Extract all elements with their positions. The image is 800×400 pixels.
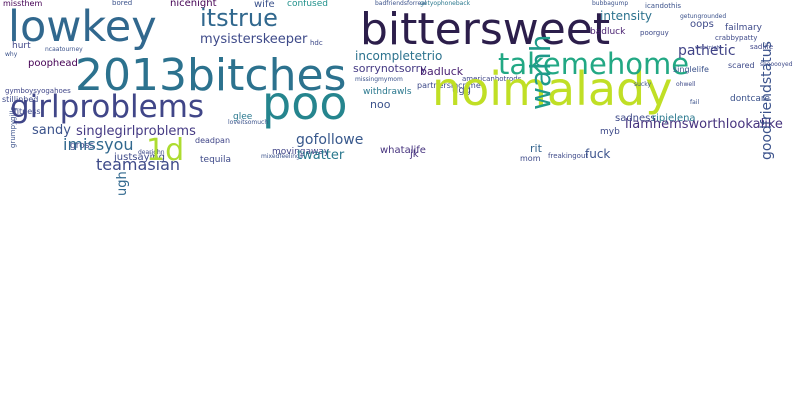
- cloud-word: hurt: [12, 41, 31, 51]
- cloud-word: failmary: [725, 23, 762, 33]
- cloud-word: crabbypatty: [715, 34, 758, 42]
- cloud-word: mom: [520, 154, 541, 163]
- cloud-word: tequila: [200, 155, 231, 165]
- cloud-word: americanhotrods: [462, 75, 522, 83]
- cloud-word: loveitsomuch: [228, 119, 269, 126]
- cloud-word: icandothis: [645, 2, 682, 10]
- cloud-word: ohwell: [676, 81, 696, 88]
- cloud-word: mixedfeelings: [261, 153, 303, 160]
- cloud-word: girlproblems: [10, 89, 205, 125]
- cloud-word: badluck: [420, 65, 464, 78]
- cloud-word: missthem: [3, 0, 43, 8]
- cloud-word: bubbagump: [592, 0, 629, 7]
- cloud-word: fitness: [14, 107, 41, 116]
- cloud-word: pathetic: [678, 43, 736, 59]
- cloud-word: jk: [410, 149, 419, 160]
- cloud-word: scared: [728, 61, 755, 70]
- cloud-word: bored: [112, 0, 133, 7]
- cloud-word: ugh: [115, 171, 130, 196]
- cloud-word: whatalife: [380, 145, 426, 156]
- cloud-word: soooooyed: [760, 61, 793, 68]
- cloud-word: wife: [254, 0, 275, 10]
- cloud-word: itstrue: [200, 4, 278, 32]
- cloud-word: myb: [600, 127, 620, 137]
- cloud-word: noimalady: [432, 62, 673, 116]
- cloud-word: rit: [530, 142, 542, 155]
- cloud-word: sadlife: [750, 43, 774, 51]
- cloud-word: why: [5, 51, 18, 58]
- cloud-word: freakingout: [548, 152, 589, 160]
- cloud-word: oops: [690, 19, 714, 30]
- cloud-word: glee: [233, 112, 253, 122]
- cloud-word: teamasian: [96, 155, 181, 174]
- cloud-word: sadness: [615, 113, 656, 124]
- cloud-word: justsaying: [114, 152, 165, 163]
- cloud-word: worstnight: [695, 45, 722, 51]
- cloud-word: getyophoneback: [420, 0, 471, 7]
- cloud-word: gross: [70, 141, 95, 151]
- cloud-word: partnersincrime: [417, 81, 481, 90]
- cloud-word: goodfriendstatus: [759, 41, 775, 160]
- cloud-word: liamhemsworthlookalike: [625, 117, 783, 132]
- cloud-word: badfriendsforreal: [375, 0, 427, 7]
- cloud-word: nicenight: [170, 0, 217, 9]
- cloud-word: gymboysyogahoes: [5, 87, 71, 95]
- cloud-word: imissyou: [63, 135, 134, 154]
- cloud-word: takemehome: [498, 47, 690, 81]
- cloud-word: deadpan: [195, 136, 231, 145]
- cloud-word: incompletetrio: [355, 49, 443, 63]
- cloud-word: singlelife: [673, 65, 709, 74]
- cloud-word: ugg: [452, 85, 472, 96]
- cloud-word: getungrounded: [680, 13, 727, 20]
- cloud-word: wahh: [524, 34, 557, 110]
- cloud-word: twatter: [297, 148, 345, 163]
- cloud-word: singlegirlproblems: [76, 124, 196, 139]
- cloud-word: withdrawls: [363, 87, 412, 97]
- cloud-word: lowkey: [8, 2, 157, 52]
- cloud-word: poophead: [28, 58, 78, 69]
- cloud-word: sucky: [634, 81, 652, 88]
- cloud-word: dearjohn: [138, 149, 165, 156]
- cloud-word: ncaatourney: [45, 46, 83, 53]
- cloud-word: sorrynotsorry: [353, 62, 427, 75]
- cloud-word: gofollowe: [296, 132, 364, 148]
- cloud-word: intensity: [600, 9, 653, 23]
- cloud-word: noo: [370, 98, 391, 111]
- cloud-word: fuck: [585, 147, 611, 161]
- cloud-word: sandy: [32, 123, 71, 138]
- cloud-word: missingmymom: [355, 76, 403, 83]
- cloud-word: ripjelena: [652, 113, 696, 124]
- cloud-word: 1d: [146, 133, 185, 168]
- cloud-word: fail: [690, 99, 700, 106]
- cloud-word: poo: [262, 76, 348, 130]
- cloud-word: mysisterskeeper: [200, 32, 308, 47]
- cloud-word: badluck: [590, 27, 626, 37]
- cloud-word: bittersweet: [360, 4, 611, 55]
- cloud-word: confused: [287, 0, 328, 9]
- cloud-word: movingaway: [272, 147, 330, 157]
- cloud-word: stillinbed: [2, 95, 39, 104]
- cloud-word: 2013bitches: [75, 50, 347, 101]
- cloud-word: hdc: [310, 39, 323, 47]
- cloud-word: poorguy: [640, 29, 669, 37]
- cloud-word: dontcare: [730, 94, 770, 104]
